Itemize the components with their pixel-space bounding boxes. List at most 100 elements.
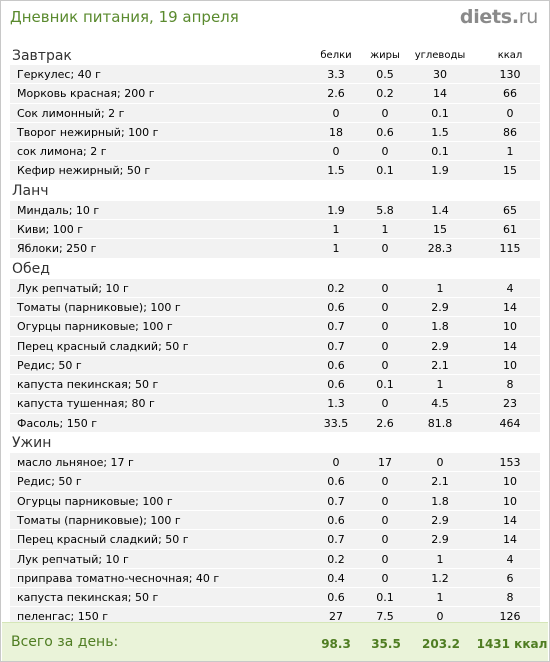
food-kcal: 153 [499,456,521,470]
food-carbs: 0.1 [431,106,449,120]
food-row: Лук репчатый; 10 г 0.2 0 1 4 [10,549,540,569]
food-fat: 0 [381,281,389,295]
column-header-kcal: ккал [497,50,523,61]
food-protein: 27 [329,610,343,624]
food-protein: 0.6 [327,358,345,372]
column-header-carbs: углеводы [414,50,466,61]
food-fat: 0 [381,494,389,508]
total-label: Всего за день: [11,634,119,650]
food-name: Миндаль; 10 г [17,203,100,217]
food-kcal: 10 [503,320,517,334]
food-carbs: 30 [433,68,447,81]
food-carbs: 0 [436,456,444,470]
logo-main: diets [459,6,512,28]
food-name: капуста тушенная; 80 г [17,397,155,411]
food-protein: 0 [332,145,340,159]
food-name: Томаты (парниковые); 100 г [17,513,181,527]
food-kcal: 14 [503,533,517,547]
food-name: Сок лимонный; 2 г [17,106,125,120]
food-carbs: 0.1 [431,145,449,159]
food-kcal: 115 [499,242,521,256]
food-row: Томаты (парниковые); 100 г 0.6 0 2.9 14 [10,510,540,531]
food-fat: 0.2 [376,87,394,101]
food-row: Редис; 50 г 0.6 0 2.1 10 [10,355,540,376]
food-kcal: 10 [503,358,517,372]
food-fat: 0 [381,552,389,566]
food-kcal: 15 [503,164,517,178]
food-protein: 1.5 [327,164,345,178]
food-kcal: 10 [503,475,517,489]
column-header-protein: белки [320,50,352,61]
food-protein: 0.6 [327,513,345,527]
food-carbs: 1.2 [431,571,449,585]
food-carbs: 15 [433,223,447,237]
food-protein: 0.7 [327,533,345,547]
food-fat: 0.1 [376,591,394,605]
food-carbs: 1 [436,591,444,605]
food-row: Миндаль; 10 г 1.9 5.8 1.4 65 [10,200,540,221]
meal-title: Завтрак [12,48,72,64]
food-fat: 0.1 [376,378,394,392]
food-carbs: 14 [433,87,447,101]
food-protein: 2.6 [327,87,345,101]
meal-title: Ланч [12,182,49,199]
meal-header: Ланч [10,181,540,201]
food-carbs: 1 [436,281,444,295]
food-fat: 0 [381,242,389,256]
food-name: Перец красный сладкий; 50 г [17,533,189,547]
food-kcal: 4 [506,552,514,566]
diary-table: Завтрак белки жиры углеводы ккал Геркулес; 40… [10,45,540,627]
food-row: Геркулес; 40 г 3.3 0.5 30 130 [10,65,540,85]
food-name: капуста пекинская; 50 г [17,591,159,605]
food-name: Лук репчатый; 10 г [17,552,129,566]
food-carbs: 2.1 [431,475,449,489]
meal-header: Ужин [10,433,540,453]
food-row: капуста пекинская; 50 г 0.6 0.1 1 8 [10,375,540,395]
food-carbs: 1 [436,552,444,566]
food-name: Перец красный сладкий; 50 г [17,339,189,353]
food-kcal: 66 [503,87,517,101]
food-carbs: 1.9 [431,164,449,178]
food-fat: 0 [381,106,389,120]
meal-title: Обед [12,260,50,277]
food-fat: 0 [381,533,389,547]
food-protein: 0.2 [327,281,345,295]
food-carbs: 81.8 [427,416,453,430]
food-row: Редис; 50 г 0.6 0 2.1 10 [10,472,540,492]
food-fat: 0 [381,513,389,527]
food-carbs: 2.1 [431,358,449,372]
food-row: Огурцы парниковые; 100 г 0.7 0 1.8 10 [10,491,540,511]
meal-section: Ужин масло льняное; 17 г 0 17 0 153 Редис; 50 … [10,433,540,627]
meal-section: Ланч Миндаль; 10 г 1.9 5.8 1.4 65 Киви; 100 г 1… [10,181,540,259]
food-name: масло льняное; 17 г [17,456,134,470]
site-logo[interactable]: diets.ru [460,6,538,28]
food-row: Томаты (парниковые); 100 г 0.6 0 2.9 14 [10,297,540,318]
food-protein: 0.7 [327,320,345,334]
food-fat: 7.5 [376,610,394,624]
food-row: Морковь красная; 200 г 2.6 0.2 14 66 [10,84,540,104]
food-kcal: 14 [503,300,517,314]
total-carbs: 203.2 [422,637,460,651]
food-name: Творог нежирный; 100 г [17,125,159,139]
meal-section: Завтрак белки жиры углеводы ккал Геркулес; 40… [10,45,540,181]
food-protein: 18 [329,125,343,139]
food-row: масло льняное; 17 г 0 17 0 153 [10,453,540,473]
food-row: Кефир нежирный; 50 г 1.5 0.1 1.9 15 [10,161,540,181]
food-kcal: 65 [503,203,517,217]
food-name: Редис; 50 г [17,475,82,489]
food-protein: 0.4 [327,571,345,585]
food-kcal: 14 [503,513,517,527]
food-kcal: 4 [506,281,514,295]
food-fat: 0 [381,339,389,353]
food-kcal: 14 [503,339,517,353]
food-carbs: 1.8 [431,320,449,334]
food-fat: 5.8 [376,203,394,217]
food-fat: 0.5 [376,68,394,81]
food-protein: 1 [332,242,340,256]
total-protein: 98.3 [321,637,351,651]
meal-section: Обед Лук репчатый; 10 г 0.2 0 1 4 Томаты (парн… [10,259,540,434]
food-fat: 0 [381,475,389,489]
food-protein: 0.6 [327,300,345,314]
food-fat: 0 [381,320,389,334]
